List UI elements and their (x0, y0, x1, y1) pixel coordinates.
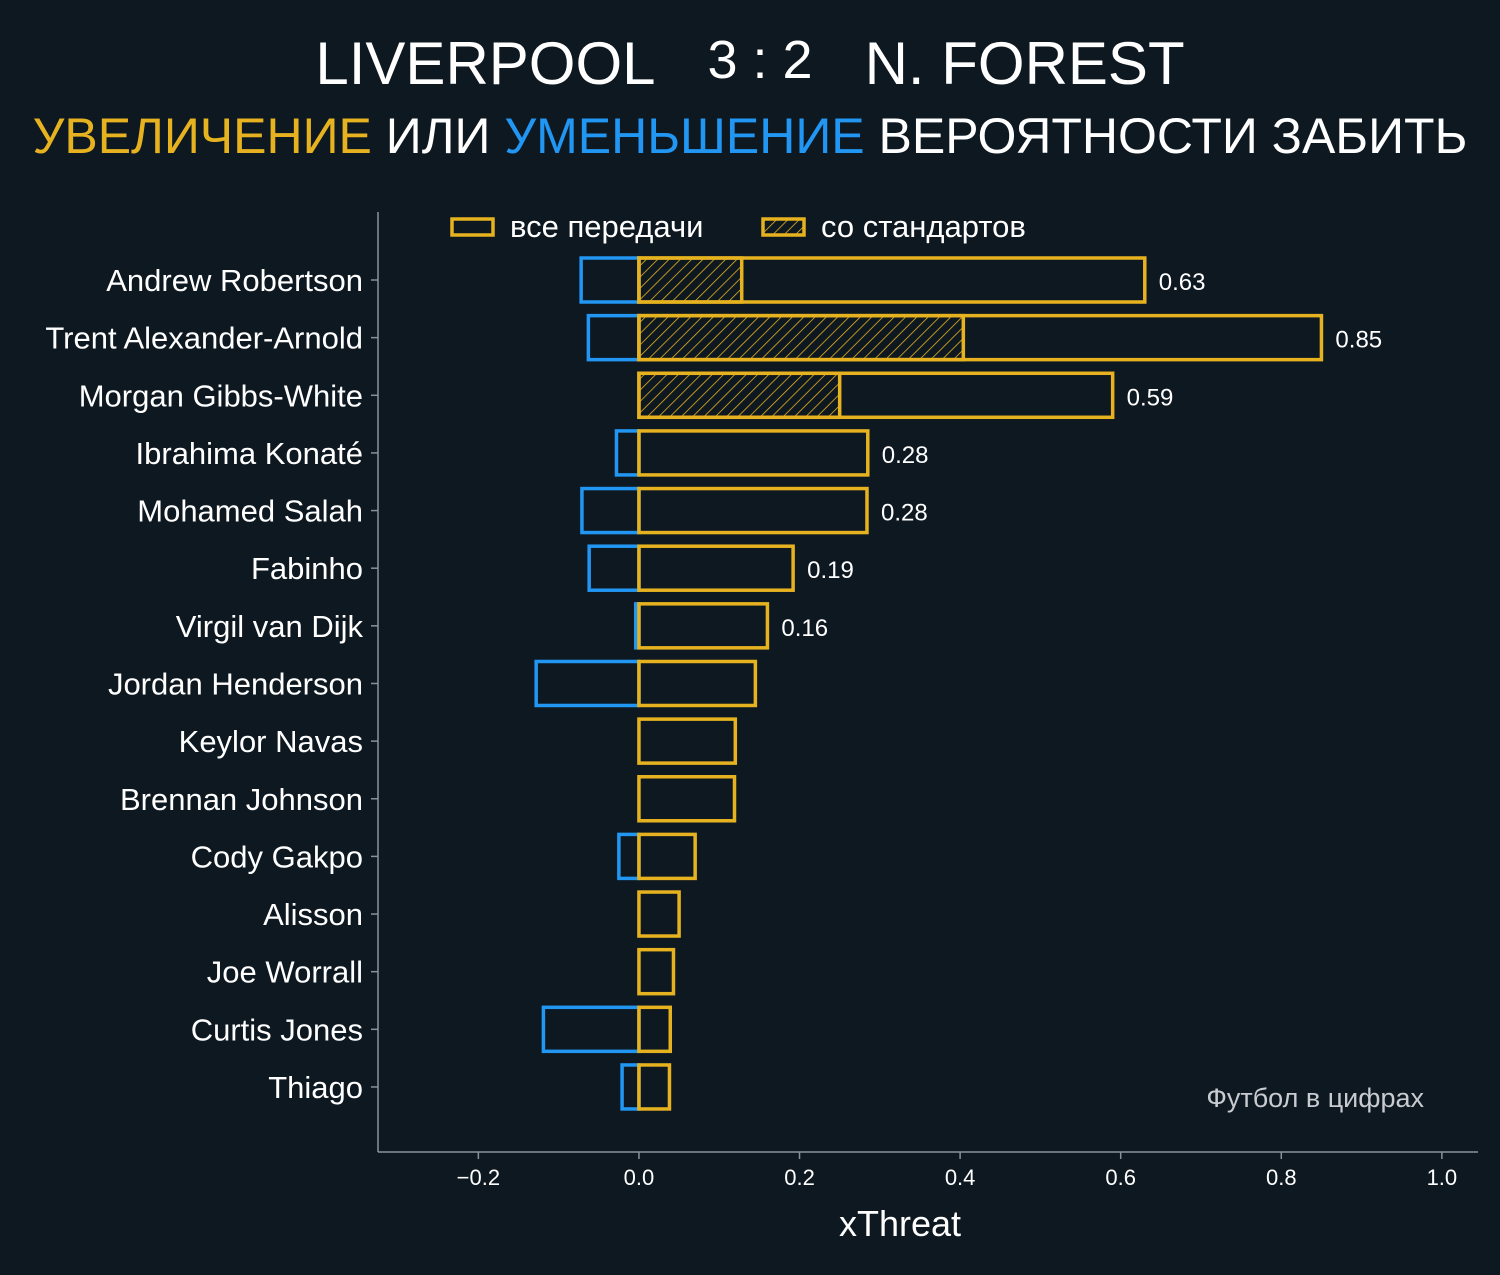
plot-axes: −0.2 0.0 0.2 0.4 0.6 0.8 1.0 (371, 212, 1478, 1190)
decrease-bar (541, 1005, 641, 1054)
x-tick-label: 0.0 (624, 1165, 655, 1190)
legend: все передачи со стандартов (450, 209, 1026, 244)
player-label: Curtis Jones (191, 1012, 363, 1047)
set-piece-bar (637, 371, 842, 420)
legend-swatch-all-passes (450, 217, 495, 237)
subtitle-decrease-word: УМЕНЬШЕНИЕ (504, 108, 865, 164)
player-label: Thiago (268, 1070, 363, 1105)
player-label: Keylor Navas (179, 724, 363, 759)
player-label: Brennan Johnson (120, 782, 363, 817)
legend-label-set-pieces: со стандартов (821, 209, 1026, 244)
all-passes-bar (637, 256, 1147, 304)
player-label: Trent Alexander-Arnold (45, 321, 363, 356)
all-passes-bar (637, 544, 795, 592)
set-piece-bar (637, 256, 744, 304)
all-passes-bar (637, 1063, 672, 1111)
player-label: Morgan Gibbs-White (79, 378, 363, 413)
x-tick-label: 1.0 (1427, 1165, 1458, 1190)
x-tick-label: 0.2 (784, 1165, 815, 1190)
plot-bars (534, 256, 1324, 1111)
all-passes-bar (637, 832, 697, 881)
value-label: 0.28 (881, 500, 928, 527)
set-piece-bar (637, 313, 966, 362)
value-label: 0.19 (807, 557, 854, 584)
all-passes-bar (637, 429, 870, 477)
x-tick-label: 0.8 (1266, 1165, 1297, 1190)
legend-swatch-set-pieces (761, 217, 806, 237)
player-label: Virgil van Dijk (176, 609, 364, 644)
x-tick-label: 0.4 (945, 1165, 976, 1190)
player-label: Cody Gakpo (191, 839, 363, 874)
home-team-name: LIVERPOOL (315, 30, 656, 97)
all-passes-bar (637, 890, 681, 938)
decrease-bar (534, 659, 641, 708)
all-passes-bar (637, 486, 869, 535)
legend-label-all-passes: все передачи (510, 209, 703, 244)
value-label: 0.85 (1335, 327, 1382, 354)
decrease-bar (614, 429, 641, 477)
all-passes-bar (637, 371, 1115, 420)
decrease-bar (617, 832, 641, 881)
decrease-bar (587, 544, 641, 592)
x-tick-label: −0.2 (457, 1165, 500, 1190)
all-passes-bar (637, 717, 738, 765)
chart-subtitle: УВЕЛИЧЕНИЕ ИЛИ УМЕНЬШЕНИЕ ВЕРОЯТНОСТИ ЗА… (0, 106, 1500, 166)
subtitle-increase-word: УВЕЛИЧЕНИЕ (32, 108, 372, 164)
value-label: 0.59 (1127, 384, 1174, 411)
player-label: Joe Worrall (207, 955, 363, 990)
player-label: Andrew Robertson (106, 263, 363, 298)
player-label: Fabinho (251, 551, 363, 586)
all-passes-bar (637, 659, 758, 708)
subtitle-probability-phrase: ВЕРОЯТНОСТИ ЗАБИТЬ (864, 108, 1468, 164)
value-label: 0.28 (882, 442, 929, 469)
all-passes-bar (637, 602, 770, 650)
all-passes-bar (637, 775, 737, 823)
all-passes-bar (637, 313, 1324, 362)
all-passes-bar (637, 1005, 673, 1054)
plot-labels: Andrew Robertson 0.63 Trent Alexander-Arno… (45, 263, 1382, 1105)
player-label: Alisson (263, 897, 363, 932)
x-axis-label: xThreat (839, 1203, 961, 1244)
value-label: 0.63 (1159, 269, 1206, 296)
player-label: Jordan Henderson (108, 666, 363, 701)
away-team-name: N. FOREST (864, 30, 1185, 97)
decrease-bar (580, 486, 641, 535)
decrease-bar (586, 313, 641, 362)
decrease-bar (579, 256, 641, 304)
decrease-bar (620, 1063, 641, 1111)
value-label: 0.16 (781, 615, 828, 642)
match-score: 3 : 2 (707, 30, 813, 90)
all-passes-bar (637, 947, 676, 996)
watermark: Футбол в цифрах (1206, 1083, 1424, 1113)
subtitle-or-word: ИЛИ (371, 108, 505, 164)
player-label: Ibrahima Konaté (136, 436, 363, 471)
chart-title: LIVERPOOL 3 : 2 N. FOREST (0, 28, 1500, 102)
x-tick-label: 0.6 (1105, 1165, 1136, 1190)
player-label: Mohamed Salah (137, 494, 363, 529)
